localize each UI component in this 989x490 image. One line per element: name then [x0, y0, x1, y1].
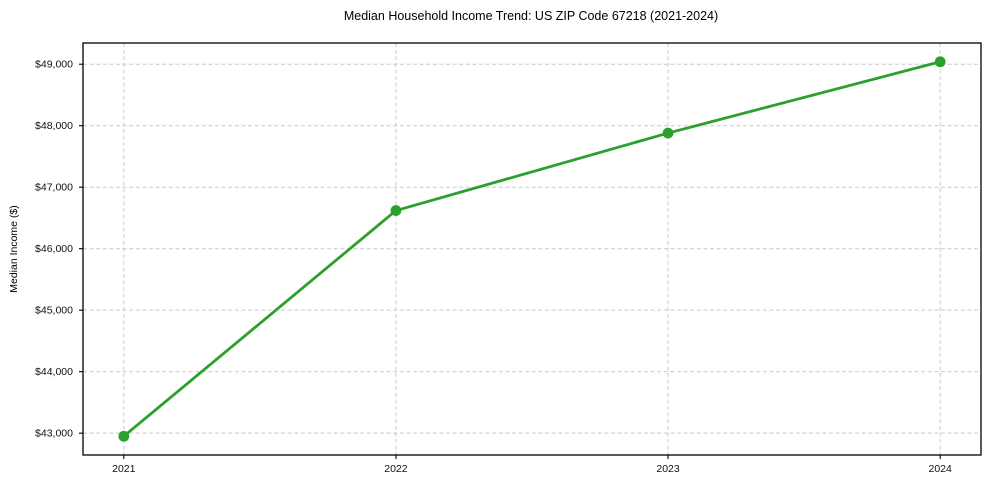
y-tick-label: $48,000: [35, 120, 73, 132]
data-point-marker: [662, 127, 674, 139]
x-tick-label: 2024: [929, 463, 953, 475]
data-point-marker: [390, 205, 402, 216]
y-tick-label: $44,000: [35, 366, 73, 378]
plot-area: $43,000 $44,000 $45,000 $46,000 $47,000 $48,0…: [35, 42, 982, 475]
x-tick-label: 2021: [112, 463, 136, 475]
data-point-marker: [118, 430, 130, 442]
data-point-marker: [934, 56, 946, 68]
y-tick-label: $43,000: [35, 428, 73, 440]
y-tick-label: $46,000: [35, 243, 73, 255]
y-tick-label: $49,000: [35, 59, 73, 71]
y-tick-label: $45,000: [35, 305, 73, 317]
x-tick-label: 2022: [384, 463, 408, 475]
chart-title: Median Household Income Trend: US ZIP Co…: [344, 9, 718, 23]
x-tick-label: 2023: [656, 463, 680, 475]
y-tick-label: $47,000: [35, 182, 73, 194]
y-axis-label: Median Income ($): [8, 205, 20, 293]
trend-line: [122, 60, 942, 438]
